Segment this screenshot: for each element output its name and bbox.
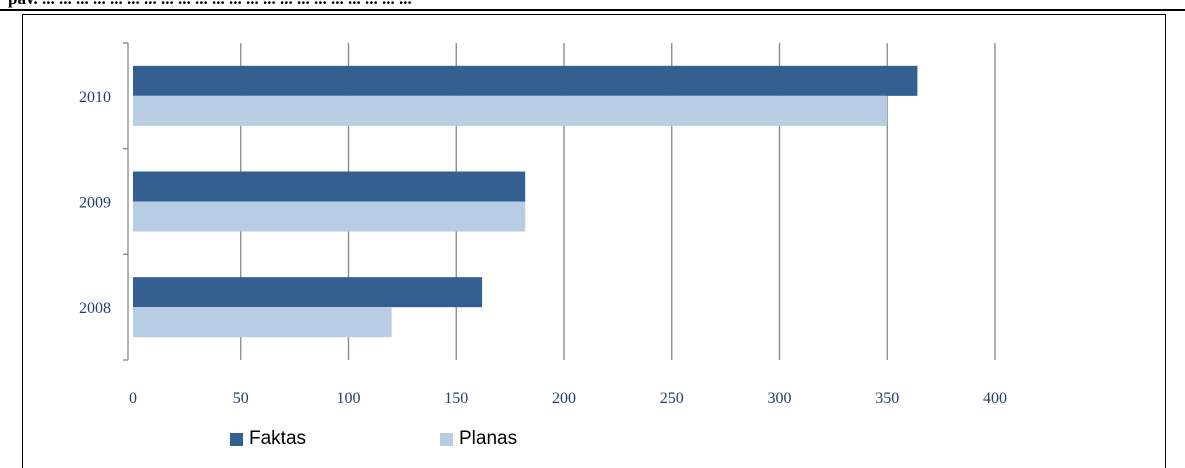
legend-item-planas: Planas [440,428,517,450]
y-tick-label-2010: 2010 [79,89,111,106]
x-tick-label-400: 400 [983,390,1007,407]
x-tick-label-150: 150 [444,390,468,407]
bar-faktas-2009 [133,171,526,202]
y-tick-labels: 2008 2009 2010 [79,89,111,317]
chart-frame [22,14,1166,468]
bar-faktas-2010 [133,65,918,96]
bar-planas-2010 [133,95,888,126]
y-tick-label-2009: 2009 [79,195,111,212]
x-tick-label-350: 350 [875,390,899,407]
x-tick-label-0: 0 [129,390,137,407]
top-rule [0,9,1185,11]
y-tick-label-2008: 2008 [79,300,111,317]
bar-planas-2009 [133,201,526,232]
x-tick-label-250: 250 [660,390,684,407]
bars [133,65,918,338]
top-caption-strip: pav. ... ... ... ... ... ... ... ... ...… [0,0,1185,9]
x-tick-label-200: 200 [552,390,576,407]
y-axis [123,42,129,361]
x-tick-label-300: 300 [768,390,792,407]
legend-swatch-faktas [230,432,243,446]
bar-faktas-2008 [133,277,483,308]
legend-swatch-planas [440,432,453,446]
x-tick-label-50: 50 [233,390,249,407]
legend-item-faktas: Faktas [230,428,306,450]
x-tick-label-100: 100 [337,390,361,407]
legend-label-planas: Planas [459,428,518,449]
legend-label-faktas: Faktas [249,428,307,449]
caption-fragment: pav. ... ... ... ... ... ... ... ... ...… [8,0,412,9]
bar-planas-2008 [133,307,392,338]
x-tick-labels: 0 50 100 150 200 250 300 350 400 [129,390,1007,407]
